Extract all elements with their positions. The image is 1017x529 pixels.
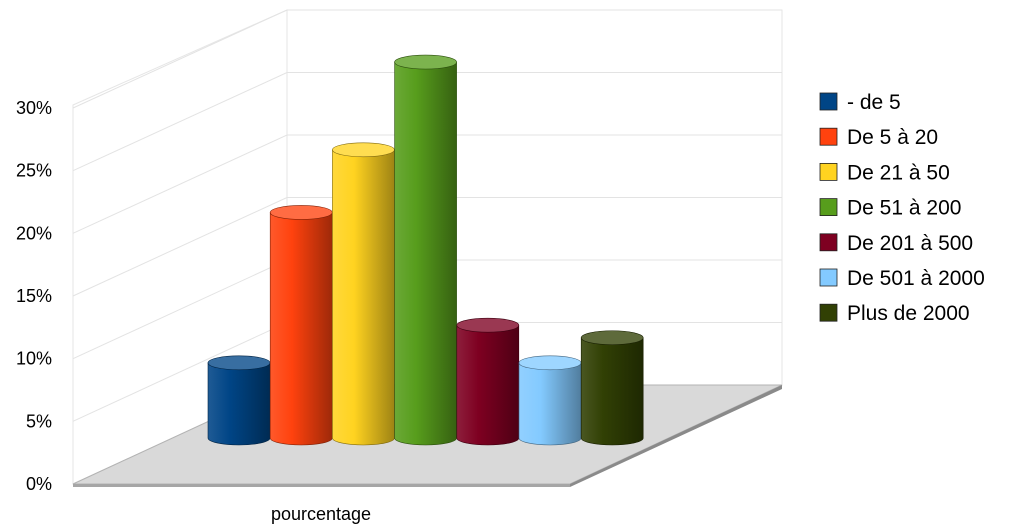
bar-top: [207, 355, 271, 371]
floor-side-edge: [570, 385, 782, 487]
bar-body: [269, 212, 333, 446]
legend-item: Plus de 2000: [819, 302, 970, 325]
bar-body: [580, 337, 644, 446]
legend-item: De 21 à 50: [819, 161, 950, 184]
bar-body: [456, 324, 520, 446]
legend-item: De 5 à 20: [819, 126, 938, 149]
gridline: [72, 72, 782, 172]
bar: [207, 355, 271, 446]
legend-label: De 5 à 20: [847, 126, 938, 149]
legend-swatch: [819, 303, 838, 322]
bar: [269, 205, 333, 446]
y-axis-ticks: 0% 5% 10% 15% 20% 25% 30%: [16, 98, 52, 494]
y-tick-label: 15%: [16, 286, 52, 306]
bar-body: [518, 362, 582, 446]
legend-label: De 51 à 200: [847, 197, 961, 220]
bars: [207, 54, 644, 446]
legend-label: De 201 à 500: [847, 232, 973, 255]
bar-body: [394, 61, 457, 446]
legend-swatch: [819, 127, 838, 146]
bar-body: [332, 149, 395, 446]
legend-label: - de 5: [847, 91, 901, 114]
bar-top: [580, 330, 644, 346]
bar-top: [332, 142, 395, 158]
y-tick-label: 20%: [16, 223, 52, 243]
gridline: [72, 197, 782, 297]
legend-swatch: [819, 268, 838, 287]
legend-item: - de 5: [819, 91, 901, 114]
bar: [518, 355, 582, 446]
gridline: [72, 134, 782, 234]
bar: [456, 317, 520, 446]
y-tick-label: 5%: [26, 411, 52, 431]
y-tick-label: 10%: [16, 349, 52, 369]
bar: [580, 330, 644, 446]
legend-item: De 51 à 200: [819, 197, 961, 220]
legend-label: De 501 à 2000: [847, 267, 985, 290]
legend-item: De 501 à 2000: [819, 267, 985, 290]
legend-swatch: [819, 92, 838, 111]
bar: [332, 142, 395, 446]
gridline: [72, 9, 782, 109]
legend-swatch: [819, 162, 838, 181]
bar-body: [207, 362, 271, 446]
legend: - de 5 De 5 à 20 De 21 à 50 De 51 à 200 De 2…: [819, 91, 985, 325]
legend-label: Plus de 2000: [847, 302, 970, 325]
y-tick-label: 30%: [16, 98, 52, 118]
bar-top: [269, 205, 333, 220]
bar-top: [394, 54, 457, 70]
floor-front-edge: [73, 484, 570, 487]
x-category-label: pourcentage: [271, 504, 371, 524]
bar: [394, 54, 457, 446]
legend-swatch: [819, 198, 838, 217]
legend-swatch: [819, 233, 838, 252]
bar-top: [456, 317, 520, 333]
category-labels: pourcentage: [271, 504, 371, 524]
y-tick-label: 0%: [26, 474, 52, 494]
y-tick-label: 25%: [16, 161, 52, 181]
bar-top: [518, 355, 582, 371]
legend-item: De 201 à 500: [819, 232, 973, 255]
legend-label: De 21 à 50: [847, 161, 950, 184]
